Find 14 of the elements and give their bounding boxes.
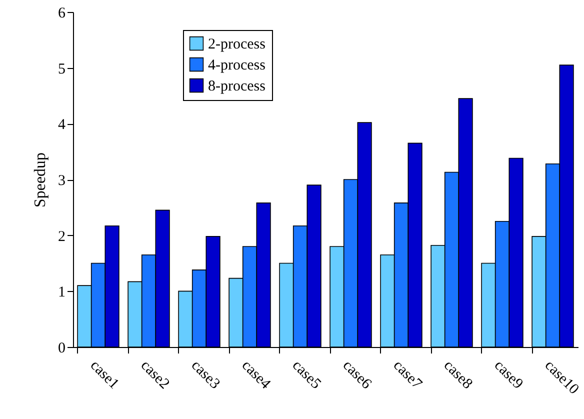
legend-label: 8-process <box>208 78 266 94</box>
legend-label: 4-process <box>208 58 266 74</box>
y-tick-label: 2 <box>58 228 66 245</box>
x-tick-label: case5 <box>288 358 324 392</box>
x-tick-label: case7 <box>390 358 426 393</box>
y-tick-label: 5 <box>58 61 66 78</box>
y-tick-label: 1 <box>58 284 66 301</box>
y-tick-label: 3 <box>58 173 66 189</box>
y-axis-title: Speedup <box>32 152 49 208</box>
x-tick-label: case9 <box>490 358 526 392</box>
y-tick-label: 4 <box>58 117 66 134</box>
y-tick-label: 0 <box>58 340 66 356</box>
legend-label: 2-process <box>208 36 266 52</box>
y-tick-label: 6 <box>58 6 66 22</box>
